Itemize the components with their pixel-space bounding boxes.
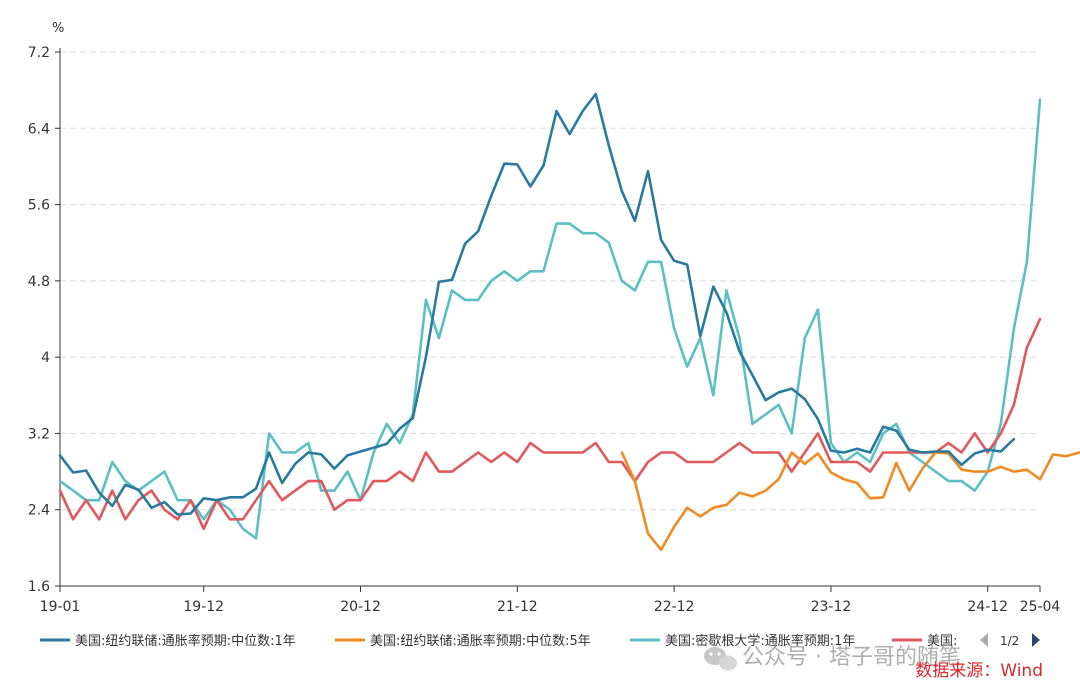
series-line-2 — [58, 98, 1042, 540]
legend-item-ny-fed-5y[interactable]: 美国:纽约联储:通胀率预期:中位数:5年 — [335, 633, 591, 649]
data-source: 数据来源：Wind — [915, 661, 1043, 681]
legend-item-michigan-5-10y[interactable]: 美国: — [892, 634, 957, 649]
legend-label: 美国:纽约联储:通胀率预期:中位数:5年 — [370, 633, 591, 649]
pager-next-icon[interactable] — [1032, 633, 1040, 647]
y-axis-ticks: 7.2 6.4 5.6 4.8 4 3.2 2.4 1.6 — [28, 45, 60, 595]
legend: 美国:纽约联储:通胀率预期:中位数:1年 美国:纽约联储:通胀率预期:中位数:5… — [40, 633, 1040, 649]
y-tick-label: 4 — [41, 350, 50, 366]
y-tick-label: 4.8 — [28, 274, 50, 290]
pager-prev-icon[interactable] — [980, 633, 988, 647]
y-tick-label: 5.6 — [28, 198, 50, 214]
y-tick-label: 6.4 — [28, 121, 50, 137]
x-axis-ticks: 19-01 19-12 20-12 21-12 22-12 23-12 24-12 25-04 — [40, 586, 1061, 615]
series-line-3 — [58, 317, 1042, 531]
legend-label: 美国:密歇根大学:通胀率预期:1年 — [665, 633, 855, 649]
x-tick-label: 23-12 — [811, 599, 852, 615]
legend-pager: 1/2 — [980, 633, 1040, 648]
legend-label: 美国: — [927, 634, 957, 649]
legend-item-michigan-1y[interactable]: 美国:密歇根大学:通胀率预期:1年 — [630, 633, 855, 649]
watermark-text: 公众号 · 塔子哥的随笔 — [742, 645, 961, 670]
series-lines — [58, 92, 1080, 552]
watermark: 公众号 · 塔子哥的随笔 — [704, 645, 961, 671]
series-line-0 — [58, 92, 1016, 516]
wechat-logo-icon — [704, 647, 737, 671]
x-tick-label: 25-04 — [1020, 599, 1061, 615]
x-tick-label: 22-12 — [654, 599, 695, 615]
x-tick-label: 24-12 — [967, 599, 1008, 615]
x-tick-label: 20-12 — [340, 599, 381, 615]
legend-label: 美国:纽约联储:通胀率预期:中位数:1年 — [75, 633, 296, 649]
y-axis-unit-label: % — [52, 21, 64, 36]
y-tick-label: 2.4 — [28, 503, 50, 519]
series-line-1 — [620, 451, 1080, 552]
y-tick-label: 7.2 — [28, 45, 50, 61]
x-tick-label: 21-12 — [497, 599, 538, 615]
x-tick-label: 19-01 — [40, 599, 81, 615]
pager-label: 1/2 — [1000, 634, 1019, 648]
legend-item-ny-fed-1y[interactable]: 美国:纽约联储:通胀率预期:中位数:1年 — [40, 633, 296, 649]
y-tick-label: 3.2 — [28, 426, 50, 442]
y-tick-label: 1.6 — [28, 579, 50, 595]
axes — [59, 48, 1040, 587]
grid-lines — [60, 51, 1040, 511]
x-tick-label: 19-12 — [183, 599, 224, 615]
